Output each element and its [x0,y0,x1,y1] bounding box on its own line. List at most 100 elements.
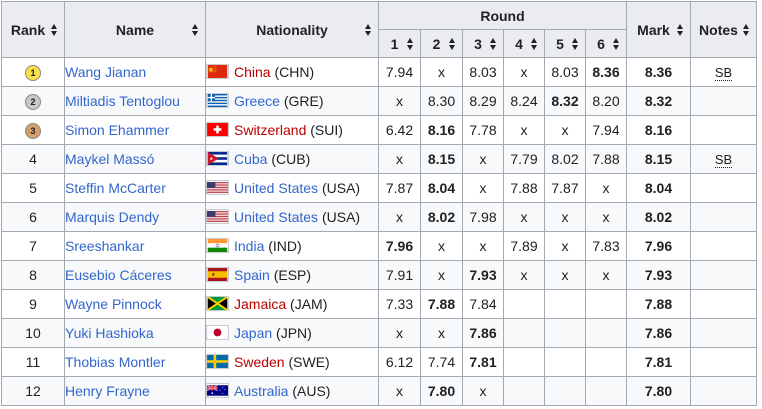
country-code: (JAM) [290,296,328,312]
notes-cell: SB [690,57,757,87]
sort-arrows-icon[interactable] [743,23,750,36]
mark-cell: 8.36 [626,57,691,87]
mark-cell: 7.88 [626,289,691,319]
round-1-cell: 7.33 [378,289,421,319]
athlete-name-cell: Steffin McCarter [64,173,206,203]
round-2-cell: x [420,260,463,290]
round-2-cell: 8.15 [420,144,463,174]
round-3-header[interactable]: 3 [462,29,504,58]
rank-cell: 9 [1,289,65,319]
notes-header[interactable]: Notes [690,1,757,58]
round-5-cell [544,347,586,377]
nationality-cell: Sweden (SWE) [205,347,379,377]
athlete-link[interactable]: Thobias Montler [65,354,166,370]
mark-cell: 7.86 [626,318,691,348]
sort-arrows-icon[interactable] [192,23,199,36]
round-1-cell: 6.42 [378,115,421,145]
sort-arrows-icon[interactable] [449,37,456,50]
athlete-link[interactable]: Sreeshankar [65,238,145,254]
round-6-cell: 7.83 [585,231,627,261]
mark-header[interactable]: Mark [626,1,691,58]
country-link[interactable]: Cuba [234,151,268,167]
round-4-cell: x [503,57,545,87]
country-link[interactable]: United States [234,180,319,196]
athlete-link[interactable]: Marquis Dendy [65,209,160,225]
round-1-cell: x [378,144,421,174]
round-6-header[interactable]: 6 [585,29,627,58]
notes-cell [690,173,757,203]
notes-cell [690,115,757,145]
rank-cell: 5 [1,173,65,203]
sort-arrows-icon[interactable] [365,23,372,36]
mark-cell: 7.81 [626,347,691,377]
athlete-link[interactable]: Wang Jianan [65,64,147,80]
nationality-cell: China (CHN) [205,57,379,87]
mark-cell: 7.80 [626,376,691,406]
round-4-cell: x [503,260,545,290]
athlete-name-cell: Yuki Hashioka [64,318,206,348]
round-2-header[interactable]: 2 [420,29,463,58]
athlete-link[interactable]: Henry Frayne [65,383,150,399]
country-link[interactable]: Australia [234,383,289,399]
name-header[interactable]: Name [64,1,206,58]
aus-flag-icon [206,383,229,398]
athlete-link[interactable]: Wayne Pinnock [65,296,162,312]
athlete-link[interactable]: Eusebio Cáceres [65,267,172,283]
rank-header[interactable]: Rank [1,1,65,58]
country-link[interactable]: Jamaica [234,296,287,312]
country-link[interactable]: Japan [234,325,273,341]
table-row: 5 Steffin McCarter United States (USA) 7.87… [1,173,757,203]
athlete-link[interactable]: Yuki Hashioka [65,325,154,341]
sort-arrows-icon[interactable] [51,23,58,36]
round-1-cell: 7.96 [378,231,421,261]
round-5-cell: x [544,231,586,261]
round-1-cell: 6.12 [378,347,421,377]
round-4-cell: x [503,115,545,145]
country-code: (CHN) [274,64,315,80]
country-link[interactable]: Spain [234,267,270,283]
round-5-header[interactable]: 5 [544,29,586,58]
table-row: 10 Yuki Hashioka Japan (JPN) x x 7.86 7.86 [1,318,757,348]
country-link[interactable]: India [234,238,265,254]
table-row: 8 Eusebio Cáceres Spain (ESP) 7.91 x 7.93 x x x 7… [1,260,757,290]
round-4-header[interactable]: 4 [503,29,545,58]
round-1-header[interactable]: 1 [378,29,421,58]
country-code: (SWE) [288,354,330,370]
notes-cell [690,231,757,261]
sort-arrows-icon[interactable] [490,37,497,50]
round-3-cell: 7.98 [462,202,504,232]
country-link[interactable]: China [234,64,271,80]
round-1-cell: 7.94 [378,57,421,87]
sui-flag-icon [206,122,229,137]
country-link[interactable]: Greece [234,93,280,109]
athlete-link[interactable]: Steffin McCarter [65,180,166,196]
athlete-name-cell: Thobias Montler [64,347,206,377]
round-2-cell: 8.16 [420,115,463,145]
round-2-cell: 8.02 [420,202,463,232]
notes-cell [690,347,757,377]
country-link[interactable]: United States [234,209,319,225]
country-link[interactable]: Switzerland [234,122,307,138]
round-6-cell: 7.94 [585,115,627,145]
round-6-cell: x [585,260,627,290]
round-2-cell: x [420,318,463,348]
nationality-cell: Spain (ESP) [205,260,379,290]
sort-arrows-icon[interactable] [677,23,684,36]
mark-cell: 8.16 [626,115,691,145]
round-2-cell: 7.80 [420,376,463,406]
athlete-name-cell: Miltiadis Tentoglou [64,86,206,116]
athlete-link[interactable]: Maykel Massó [65,151,155,167]
round-4-cell: x [503,202,545,232]
round-3-cell: 7.86 [462,318,504,348]
athlete-link[interactable]: Simon Ehammer [65,122,170,138]
athlete-link[interactable]: Miltiadis Tentoglou [65,93,180,109]
table-row: 4 Maykel Massó Cuba (CUB) x 8.15 x 7.79 8.02 7.8… [1,144,757,174]
round-3-cell: 7.93 [462,260,504,290]
country-link[interactable]: Sweden [234,354,285,370]
sort-arrows-icon[interactable] [531,37,538,50]
sort-arrows-icon[interactable] [572,37,579,50]
nationality-header[interactable]: Nationality [205,1,379,58]
sort-arrows-icon[interactable] [407,37,414,50]
rank-cell: 1 [1,57,65,87]
sort-arrows-icon[interactable] [613,37,620,50]
